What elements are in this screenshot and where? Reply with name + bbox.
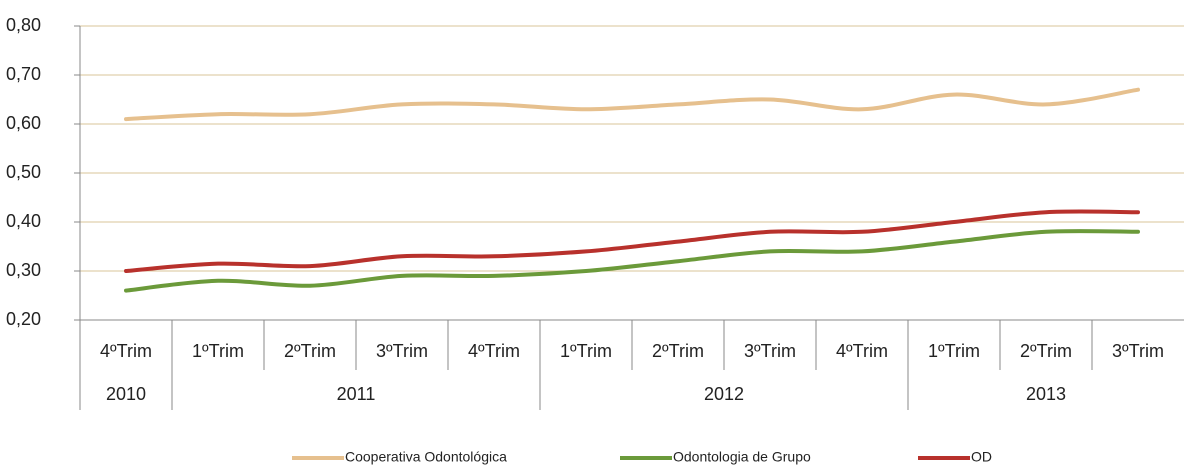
x-tick-label: 2ºTrim (652, 341, 704, 361)
x-group-label: 2011 (337, 384, 376, 404)
x-tick-label: 2ºTrim (1020, 341, 1072, 361)
x-tick-label: 3ºTrim (1112, 341, 1164, 361)
series-line (124, 209, 1140, 273)
x-tick-label: 4ºTrim (468, 341, 520, 361)
y-tick-label: 0,70 (6, 64, 41, 84)
series-line (124, 87, 1140, 122)
legend-label: Cooperativa Odontológica (345, 449, 507, 465)
y-tick-label: 0,60 (6, 113, 41, 133)
legend-label: OD (971, 449, 992, 465)
y-tick-label: 0,50 (6, 162, 41, 182)
x-tick-label: 2ºTrim (284, 341, 336, 361)
x-tick-label: 3ºTrim (744, 341, 796, 361)
x-tick-label: 4ºTrim (100, 341, 152, 361)
y-tick-label: 0,80 (6, 15, 41, 35)
x-group-label: 2013 (1026, 384, 1066, 404)
legend-label: Odontologia de Grupo (673, 449, 811, 465)
series-line (124, 229, 1140, 293)
x-group-label: 2012 (704, 384, 744, 404)
x-tick-label: 1ºTrim (928, 341, 980, 361)
y-tick-label: 0,30 (6, 260, 41, 280)
x-group-label: 2010 (106, 384, 146, 404)
x-tick-label: 1ºTrim (560, 341, 612, 361)
x-tick-label: 4ºTrim (836, 341, 888, 361)
y-tick-label: 0,20 (6, 309, 41, 329)
x-tick-label: 3ºTrim (376, 341, 428, 361)
y-tick-label: 0,40 (6, 211, 41, 231)
x-tick-label: 1ºTrim (192, 341, 244, 361)
